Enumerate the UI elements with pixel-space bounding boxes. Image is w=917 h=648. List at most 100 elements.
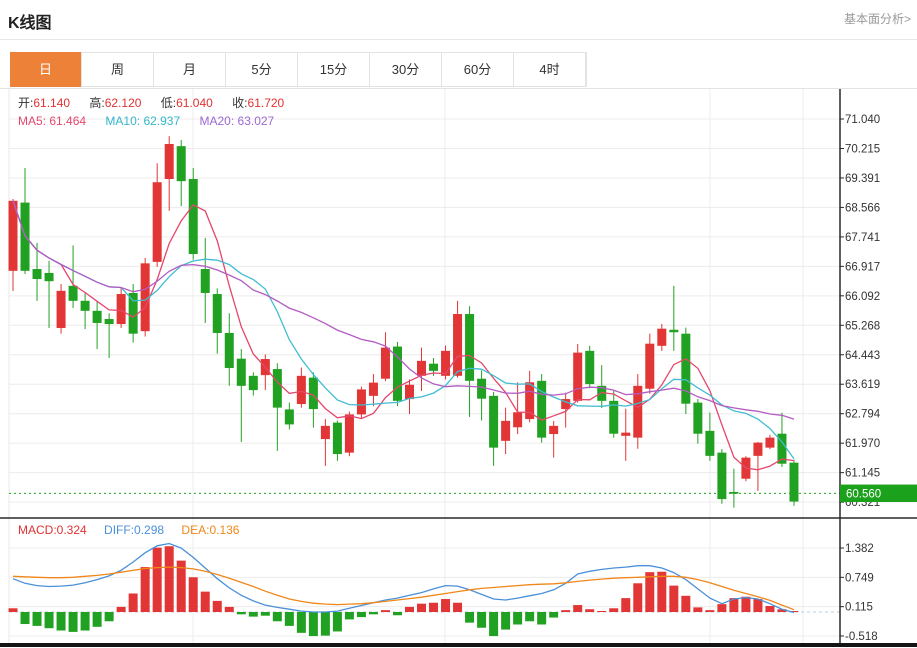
ohlc-legend: 开:61.140 高:62.120 低:61.040 收:61.720 xyxy=(18,94,300,111)
fundamental-analysis-link[interactable]: 基本面分析> xyxy=(843,12,911,26)
candle-body xyxy=(621,432,631,436)
candle-body xyxy=(645,343,655,389)
tab-month[interactable]: 月 xyxy=(154,53,226,86)
macd-bar xyxy=(417,603,427,612)
macd-bar xyxy=(176,560,186,612)
page-title: K线图 xyxy=(8,15,52,32)
ma5-line xyxy=(12,200,795,471)
macd-bar xyxy=(104,612,114,622)
macd-bar xyxy=(549,612,559,618)
candle-body xyxy=(501,420,511,441)
macd-bar xyxy=(537,612,547,625)
macd-bar xyxy=(128,593,138,612)
diff-line xyxy=(12,542,795,614)
current-price-badge xyxy=(840,484,917,503)
kline-chart[interactable]: 71.040 70.215 69.391 68.566 67.741 66.917 66.0… xyxy=(0,89,917,648)
candle-body xyxy=(597,385,607,401)
candle-body xyxy=(152,182,162,262)
ma-legend: MA5: 61.464 MA10: 62.937 MA20: 63.027 xyxy=(18,114,290,128)
macd-bar xyxy=(561,610,571,612)
tab-4hour[interactable]: 4时 xyxy=(514,53,586,86)
macd-bar xyxy=(392,612,402,616)
candle-body xyxy=(212,294,222,333)
macd-bar xyxy=(200,591,210,612)
ma20-value: 63.027 xyxy=(237,114,275,128)
macd-bar xyxy=(152,547,162,612)
macd-bar xyxy=(332,612,342,632)
macd-bar xyxy=(260,612,270,616)
candle-body xyxy=(777,433,787,464)
macd-bar xyxy=(705,610,715,612)
dea-label: DEA: xyxy=(181,523,210,537)
candle-body xyxy=(332,422,342,455)
candle-body xyxy=(8,200,18,271)
macd-value: 0.324 xyxy=(56,523,87,537)
candle-body xyxy=(609,400,619,434)
macd-bar xyxy=(513,612,523,625)
tab-day[interactable]: 日 xyxy=(10,52,82,87)
candle-body xyxy=(116,294,126,325)
ma10-line xyxy=(12,200,795,460)
macd-axis-label: -0.518 xyxy=(845,631,878,643)
macd-bar xyxy=(236,612,246,615)
tab-60min[interactable]: 60分 xyxy=(442,53,514,86)
ma5-value: 61.464 xyxy=(49,114,87,128)
macd-bar xyxy=(272,612,282,622)
macd-bar xyxy=(765,605,775,612)
candle-body xyxy=(404,384,414,400)
tab-30min[interactable]: 30分 xyxy=(370,53,442,86)
macd-bar xyxy=(597,611,607,612)
macd-bar xyxy=(344,612,354,620)
candle-body xyxy=(104,319,114,325)
macd-bar xyxy=(320,612,330,636)
macd-bar xyxy=(453,602,463,612)
tab-5min[interactable]: 5分 xyxy=(226,53,298,86)
macd-bar xyxy=(621,598,631,612)
price-axis-label: 68.566 xyxy=(845,202,880,214)
candle-body xyxy=(657,328,667,346)
candle-body xyxy=(368,382,378,396)
macd-bar xyxy=(356,612,366,618)
tab-15min[interactable]: 15分 xyxy=(298,53,370,86)
candle-body xyxy=(465,314,475,381)
high-label: 高: xyxy=(89,96,105,110)
macd-bar xyxy=(284,612,294,626)
macd-bar xyxy=(248,612,258,617)
macd-bar xyxy=(729,598,739,612)
candle-body xyxy=(537,380,547,438)
macd-bar xyxy=(789,611,799,612)
tab-week[interactable]: 周 xyxy=(82,53,154,86)
macd-bar xyxy=(777,609,787,612)
macd-bar xyxy=(741,596,751,612)
candle-body xyxy=(188,179,198,255)
candle-body xyxy=(693,402,703,434)
candle-body xyxy=(513,412,523,428)
price-axis-label: 61.970 xyxy=(845,438,880,450)
macd-bar xyxy=(92,612,102,627)
candle-body xyxy=(176,146,186,182)
candle-body xyxy=(272,369,282,408)
high-value: 62.120 xyxy=(104,96,142,110)
macd-bar xyxy=(68,612,78,632)
macd-bar xyxy=(296,612,306,633)
macd-bar xyxy=(645,572,655,612)
bottom-border-bar xyxy=(0,643,917,647)
macd-bar xyxy=(477,612,487,628)
macd-bar xyxy=(368,612,378,615)
macd-bar xyxy=(681,595,691,612)
candle-body xyxy=(705,430,715,456)
macd-bar xyxy=(188,577,198,612)
candle-body xyxy=(92,310,102,323)
open-label: 开: xyxy=(18,96,34,110)
candle-body xyxy=(729,491,739,494)
macd-bar xyxy=(525,612,535,622)
current-price-badge-text: 60.560 xyxy=(846,489,881,501)
candle-body xyxy=(789,462,799,502)
candle-body xyxy=(44,272,54,282)
price-axis-label: 63.619 xyxy=(845,379,880,391)
chart-area: 71.040 70.215 69.391 68.566 67.741 66.917 66.0… xyxy=(0,88,917,648)
macd-bar xyxy=(609,608,619,612)
macd-bar xyxy=(404,606,414,612)
candle-body xyxy=(248,375,258,391)
macd-bar xyxy=(753,599,763,612)
